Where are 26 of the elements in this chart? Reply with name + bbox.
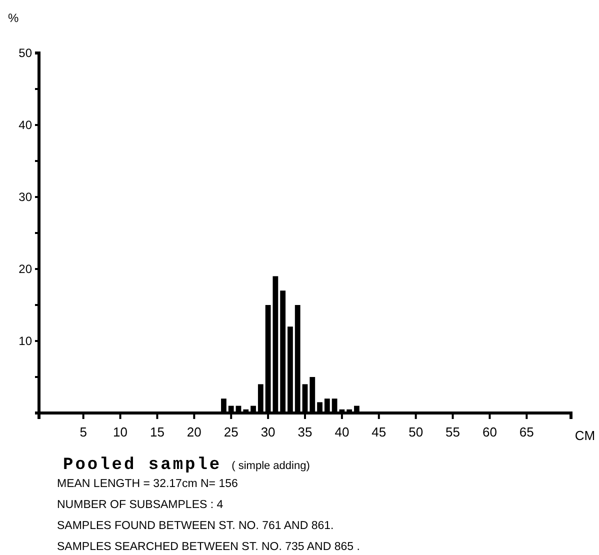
text: Pooled sample — [63, 456, 222, 475]
x-tick-label: 50 — [408, 424, 424, 440]
y-axis-title: % — [8, 11, 19, 25]
text: SAMPLES FOUND BETWEEN ST. NO. 761 AND 861. — [57, 520, 334, 532]
text: NUMBER OF SUBSAMPLES : 4 — [57, 499, 224, 511]
x-tick-label: 10 — [113, 424, 128, 440]
text: ( simple adding) — [232, 460, 310, 472]
x-tick-label: 15 — [150, 424, 164, 440]
y-tick-label: 20 — [18, 262, 32, 276]
x-tick-label: 5 — [80, 424, 87, 440]
x-tick-label: 55 — [446, 424, 460, 440]
x-tick-label: 45 — [372, 424, 386, 440]
x-tick-label: 60 — [482, 424, 497, 440]
x-tick-label: 40 — [334, 424, 350, 440]
x-tick-label: 30 — [260, 424, 276, 440]
x-tick-label: 20 — [186, 424, 202, 440]
x-tick-label: 35 — [298, 424, 312, 440]
x-tick-label: 65 — [519, 424, 534, 440]
y-tick-label: 30 — [18, 190, 32, 204]
y-tick-label: 40 — [18, 118, 32, 132]
y-tick-label: 50 — [18, 46, 32, 60]
y-tick-label: 10 — [18, 334, 32, 348]
x-tick-label: 25 — [224, 424, 238, 440]
text: SAMPLES SEARCHED BETWEEN ST. NO. 735 AND 865 . — [57, 541, 360, 553]
text: MEAN LENGTH = 32.17cm N= 156 — [57, 478, 238, 490]
x-axis-title: CM — [574, 428, 596, 443]
